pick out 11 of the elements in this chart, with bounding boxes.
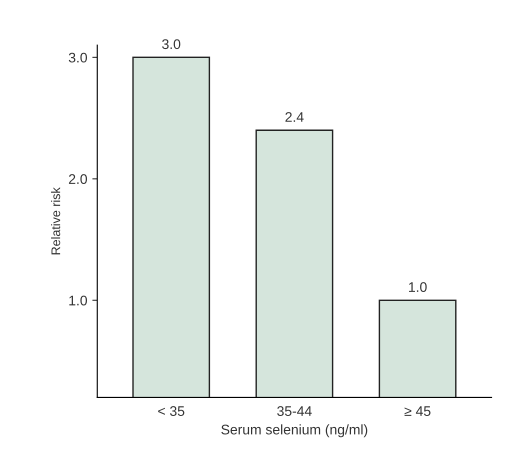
data-label: 2.4 (285, 112, 304, 122)
x-axis-title: Serum selenium (ng/ml) (221, 424, 368, 438)
data-label: 3.0 (162, 39, 180, 50)
y-tick-label: 2.0 (68, 174, 88, 184)
y-tick-label: 3.0 (68, 52, 88, 63)
x-tick-label: ≥ 45 (404, 406, 430, 416)
y-axis-title: Relative risk (51, 187, 60, 254)
data-label: 1.0 (409, 282, 427, 292)
y-tick-label: 1.0 (69, 296, 88, 306)
x-tick-label: 35-44 (277, 406, 312, 416)
x-tick-label: < 35 (158, 406, 184, 416)
